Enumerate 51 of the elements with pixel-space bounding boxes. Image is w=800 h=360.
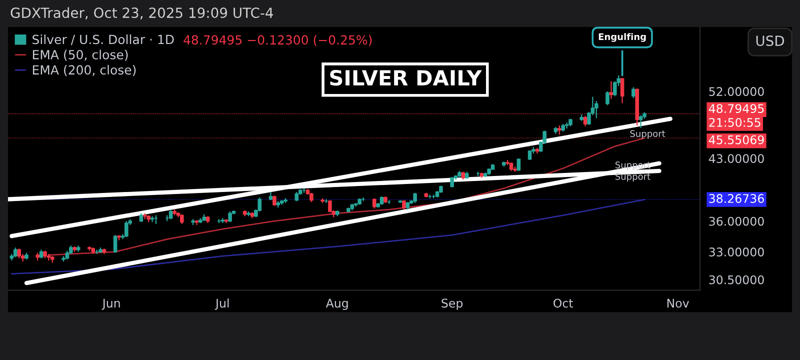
- annotation: Support: [630, 130, 666, 139]
- y-tick-label: 52.00000: [709, 87, 764, 96]
- candlestick: [516, 158, 521, 172]
- legend-label: EMA (200, close): [32, 64, 136, 76]
- candlestick: [46, 253, 51, 262]
- candlestick: [14, 246, 18, 258]
- x-tick-label: Jun: [102, 298, 120, 310]
- y-tick-label: 33.00000: [709, 248, 764, 256]
- candlestick: [168, 208, 173, 220]
- candlestick: [113, 234, 118, 254]
- legend-label: Silver / U.S. Dollar · 1D: [32, 34, 174, 46]
- ref-line-label: 45.55069: [708, 135, 764, 144]
- text: USD: [756, 36, 784, 46]
- y-tick-label: 30.50000: [709, 275, 764, 284]
- candlestick: [17, 248, 21, 259]
- candlestick: [594, 100, 598, 119]
- candlestick: [564, 122, 569, 130]
- y-tick-label: 36.00000: [709, 216, 764, 226]
- candlestick: [631, 86, 636, 99]
- text: 21:50:55: [709, 118, 760, 127]
- candlestick: [413, 192, 417, 204]
- candlestick: [124, 220, 128, 238]
- candlestick: [638, 114, 643, 128]
- candlestick: [328, 200, 332, 213]
- candlestick: [557, 124, 562, 136]
- x-tick-label: Sep: [442, 298, 463, 310]
- candlestick: [180, 214, 184, 225]
- annotation: Support: [615, 173, 650, 182]
- x-tick-label: Oct: [554, 298, 574, 308]
- candlestick: [402, 200, 406, 210]
- annotation: Engulfing: [598, 33, 646, 42]
- candlestick: [450, 176, 454, 188]
- candlestick: [228, 210, 232, 223]
- candlestick: [310, 192, 314, 203]
- candlestick: [272, 195, 276, 206]
- candlestick: [620, 77, 624, 104]
- legend-label: EMA (50, close): [32, 50, 128, 61]
- text: SILVER DAILY: [330, 70, 482, 86]
- annotation: 48.79495 −0.12300 (−0.25%): [184, 34, 372, 46]
- ref-line-label: 48.79495: [708, 104, 764, 114]
- candlestick: [583, 115, 588, 127]
- candlestick: [294, 191, 299, 202]
- line-series: [11, 198, 646, 275]
- x-tick-label: Jul: [214, 298, 229, 310]
- y-tick-label: 43.00000: [708, 154, 764, 164]
- candlestick: [606, 90, 610, 106]
- text: GDXTrader, Oct 23, 2025 19:09 UTC-4: [10, 7, 274, 20]
- candlestick: [372, 198, 376, 210]
- x-tick-label: Nov: [667, 298, 689, 308]
- ref-line-label: 38.26736: [709, 194, 764, 203]
- x-tick-label: Aug: [326, 298, 348, 310]
